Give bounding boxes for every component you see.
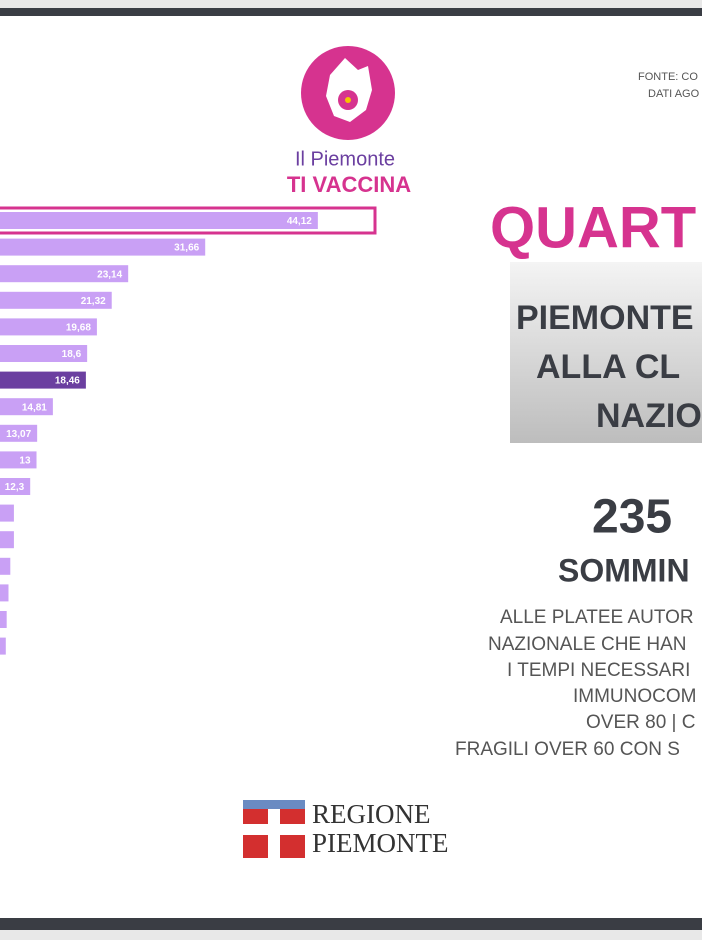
title: QUART bbox=[490, 195, 696, 260]
bar bbox=[0, 504, 14, 522]
bar bbox=[0, 212, 318, 229]
footer-text: REGIONE bbox=[312, 799, 430, 829]
bar bbox=[0, 371, 86, 389]
description: NAZIONALE CHE HAN bbox=[488, 634, 686, 655]
description: I TEMPI NECESSARI bbox=[507, 660, 690, 681]
box-line: PIEMONTE bbox=[516, 299, 694, 337]
bar-chart: 44,12 31,66 23,14 21,32 19,68 18,6 18,46 14,81 1… bbox=[0, 212, 318, 655]
description: IMMUNOCOM bbox=[573, 686, 696, 707]
description: ALLE PLATEE AUTOR bbox=[500, 607, 694, 628]
value-label: 18,6 bbox=[62, 349, 82, 360]
bottom-border bbox=[0, 918, 702, 930]
box-line: ALLA CL bbox=[536, 348, 680, 386]
box-line: NAZIO bbox=[596, 397, 702, 435]
description: OVER 80 | C bbox=[586, 712, 695, 733]
description: FRAGILI OVER 60 CON S bbox=[455, 739, 680, 760]
bar bbox=[0, 531, 14, 549]
logo-line1: Il Piemonte bbox=[295, 148, 395, 170]
value-label: 19,68 bbox=[66, 323, 91, 334]
count-label: SOMMIN bbox=[558, 552, 690, 588]
value-label: 12,3 bbox=[5, 482, 25, 493]
bar bbox=[0, 478, 31, 495]
logo-flower-center bbox=[345, 97, 351, 103]
bar bbox=[0, 557, 11, 575]
source: FONTE: CO bbox=[638, 71, 698, 83]
bar bbox=[0, 291, 112, 309]
value-label: 18,46 bbox=[55, 376, 80, 387]
top-border bbox=[0, 8, 702, 16]
footer-logo-cross bbox=[243, 824, 305, 835]
bar bbox=[0, 318, 97, 336]
value-label: 31,66 bbox=[174, 243, 199, 254]
value-label: 23,14 bbox=[97, 269, 122, 280]
logo-line2: TI VACCINA bbox=[287, 172, 411, 197]
value-label: 44,12 bbox=[287, 216, 312, 227]
source: DATI AGO bbox=[648, 88, 700, 100]
bar bbox=[0, 345, 88, 362]
bar bbox=[0, 265, 129, 283]
value-label: 13,07 bbox=[6, 429, 31, 440]
bar bbox=[0, 451, 37, 469]
footer-text: PIEMONTE bbox=[312, 828, 449, 858]
value-label: 14,81 bbox=[22, 402, 47, 413]
top-edge bbox=[0, 0, 702, 8]
box bbox=[510, 262, 702, 443]
bar bbox=[0, 424, 38, 442]
bar bbox=[0, 637, 6, 655]
bar bbox=[0, 611, 7, 628]
value-label: 21,32 bbox=[81, 296, 106, 307]
value-label: 13 bbox=[19, 456, 31, 467]
highlight-outline bbox=[0, 206, 377, 235]
count: 235 bbox=[592, 491, 672, 544]
footer-logo-band bbox=[243, 800, 305, 809]
bar bbox=[0, 398, 53, 416]
bar bbox=[0, 584, 9, 602]
bottom-edge bbox=[0, 930, 702, 940]
bar bbox=[0, 238, 206, 256]
logo-map bbox=[326, 58, 372, 122]
